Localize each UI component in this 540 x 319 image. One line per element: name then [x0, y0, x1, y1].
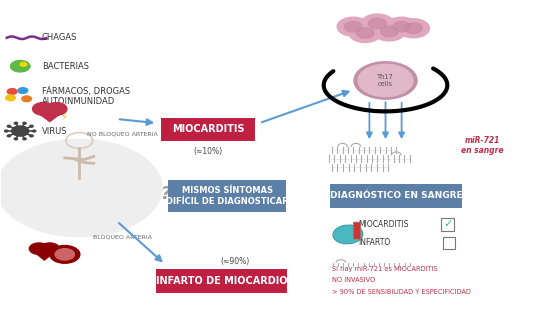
Circle shape: [361, 14, 394, 33]
Text: (≈10%): (≈10%): [194, 147, 223, 156]
Circle shape: [23, 122, 26, 124]
Circle shape: [29, 243, 49, 254]
Circle shape: [386, 17, 418, 36]
FancyBboxPatch shape: [441, 218, 454, 231]
Circle shape: [55, 249, 75, 260]
Text: NO INVASIVO: NO INVASIVO: [332, 277, 375, 283]
Circle shape: [356, 28, 374, 38]
Text: ⚡: ⚡: [60, 112, 66, 122]
Text: miR-721
en sangre: miR-721 en sangre: [461, 136, 503, 155]
Text: CHAGAS: CHAGAS: [42, 33, 77, 42]
Circle shape: [45, 103, 67, 115]
Text: (≈90%): (≈90%): [220, 257, 249, 266]
Polygon shape: [32, 250, 56, 260]
Circle shape: [20, 63, 26, 66]
Circle shape: [10, 61, 30, 72]
Circle shape: [349, 24, 381, 42]
Text: BLOQUEO ARTERIA: BLOQUEO ARTERIA: [93, 234, 152, 240]
Text: MIOCARDITIS: MIOCARDITIS: [172, 124, 245, 135]
Circle shape: [380, 26, 398, 37]
Circle shape: [369, 18, 386, 29]
Circle shape: [23, 138, 26, 140]
FancyBboxPatch shape: [156, 269, 287, 293]
Circle shape: [393, 21, 410, 32]
Circle shape: [50, 246, 80, 263]
Circle shape: [337, 17, 369, 36]
Text: > 90% DE SENSIBILIDAD Y ESPECIFICIDAD: > 90% DE SENSIBILIDAD Y ESPECIFICIDAD: [332, 289, 471, 295]
Circle shape: [7, 135, 10, 137]
Circle shape: [14, 122, 17, 124]
Circle shape: [6, 95, 15, 101]
Circle shape: [22, 96, 31, 102]
Circle shape: [8, 89, 17, 94]
FancyBboxPatch shape: [161, 118, 255, 141]
Circle shape: [14, 138, 17, 140]
Circle shape: [30, 135, 33, 137]
Text: NO BLOQUEO ARTERIA: NO BLOQUEO ARTERIA: [87, 132, 158, 137]
Circle shape: [345, 21, 362, 32]
Text: INFARTO DE MIOCARDIO: INFARTO DE MIOCARDIO: [156, 276, 287, 286]
Text: FÁRMACOS, DROGAS
AUTOINMUNIDAD: FÁRMACOS, DROGAS AUTOINMUNIDAD: [42, 86, 130, 106]
Text: ✓: ✓: [443, 219, 453, 229]
Text: Si hay miR-721 es MIOCARDITIS: Si hay miR-721 es MIOCARDITIS: [332, 266, 437, 271]
Ellipse shape: [333, 225, 363, 244]
Circle shape: [11, 126, 29, 136]
Polygon shape: [35, 110, 65, 122]
Text: BACTERIAS: BACTERIAS: [42, 62, 89, 71]
Circle shape: [397, 19, 429, 38]
Circle shape: [18, 88, 28, 93]
Circle shape: [358, 64, 413, 97]
Text: VIRUS: VIRUS: [42, 127, 67, 136]
FancyBboxPatch shape: [443, 237, 455, 249]
Circle shape: [373, 22, 406, 41]
Circle shape: [404, 23, 422, 33]
Text: DIAGNÓSTICO EN SANGRE: DIAGNÓSTICO EN SANGRE: [330, 191, 463, 200]
FancyBboxPatch shape: [353, 222, 361, 239]
Text: Th17
cells: Th17 cells: [377, 74, 394, 87]
Circle shape: [354, 62, 417, 99]
FancyBboxPatch shape: [330, 184, 462, 208]
Circle shape: [40, 243, 59, 254]
Circle shape: [32, 130, 36, 132]
Circle shape: [0, 139, 163, 237]
Text: MISMOS SÍNTOMAS
DIFÍCIL DE DIAGNOSTICAR: MISMOS SÍNTOMAS DIFÍCIL DE DIAGNOSTICAR: [166, 186, 288, 205]
Circle shape: [5, 130, 8, 132]
Circle shape: [30, 125, 33, 127]
Circle shape: [7, 125, 10, 127]
Circle shape: [32, 103, 54, 115]
Text: ?: ?: [160, 185, 171, 203]
Text: INFARTO: INFARTO: [359, 238, 391, 247]
FancyBboxPatch shape: [168, 180, 286, 212]
Text: MIOCARDITIS: MIOCARDITIS: [359, 220, 409, 229]
